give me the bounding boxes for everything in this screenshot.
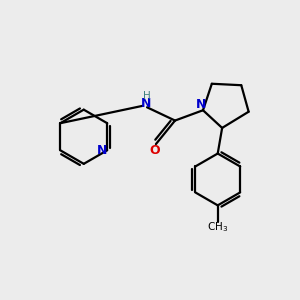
- Text: N: N: [196, 98, 207, 111]
- Text: O: O: [149, 144, 160, 157]
- Text: H: H: [143, 91, 151, 101]
- Text: N: N: [140, 97, 151, 110]
- Text: CH$_3$: CH$_3$: [207, 220, 228, 234]
- Text: N: N: [97, 144, 107, 157]
